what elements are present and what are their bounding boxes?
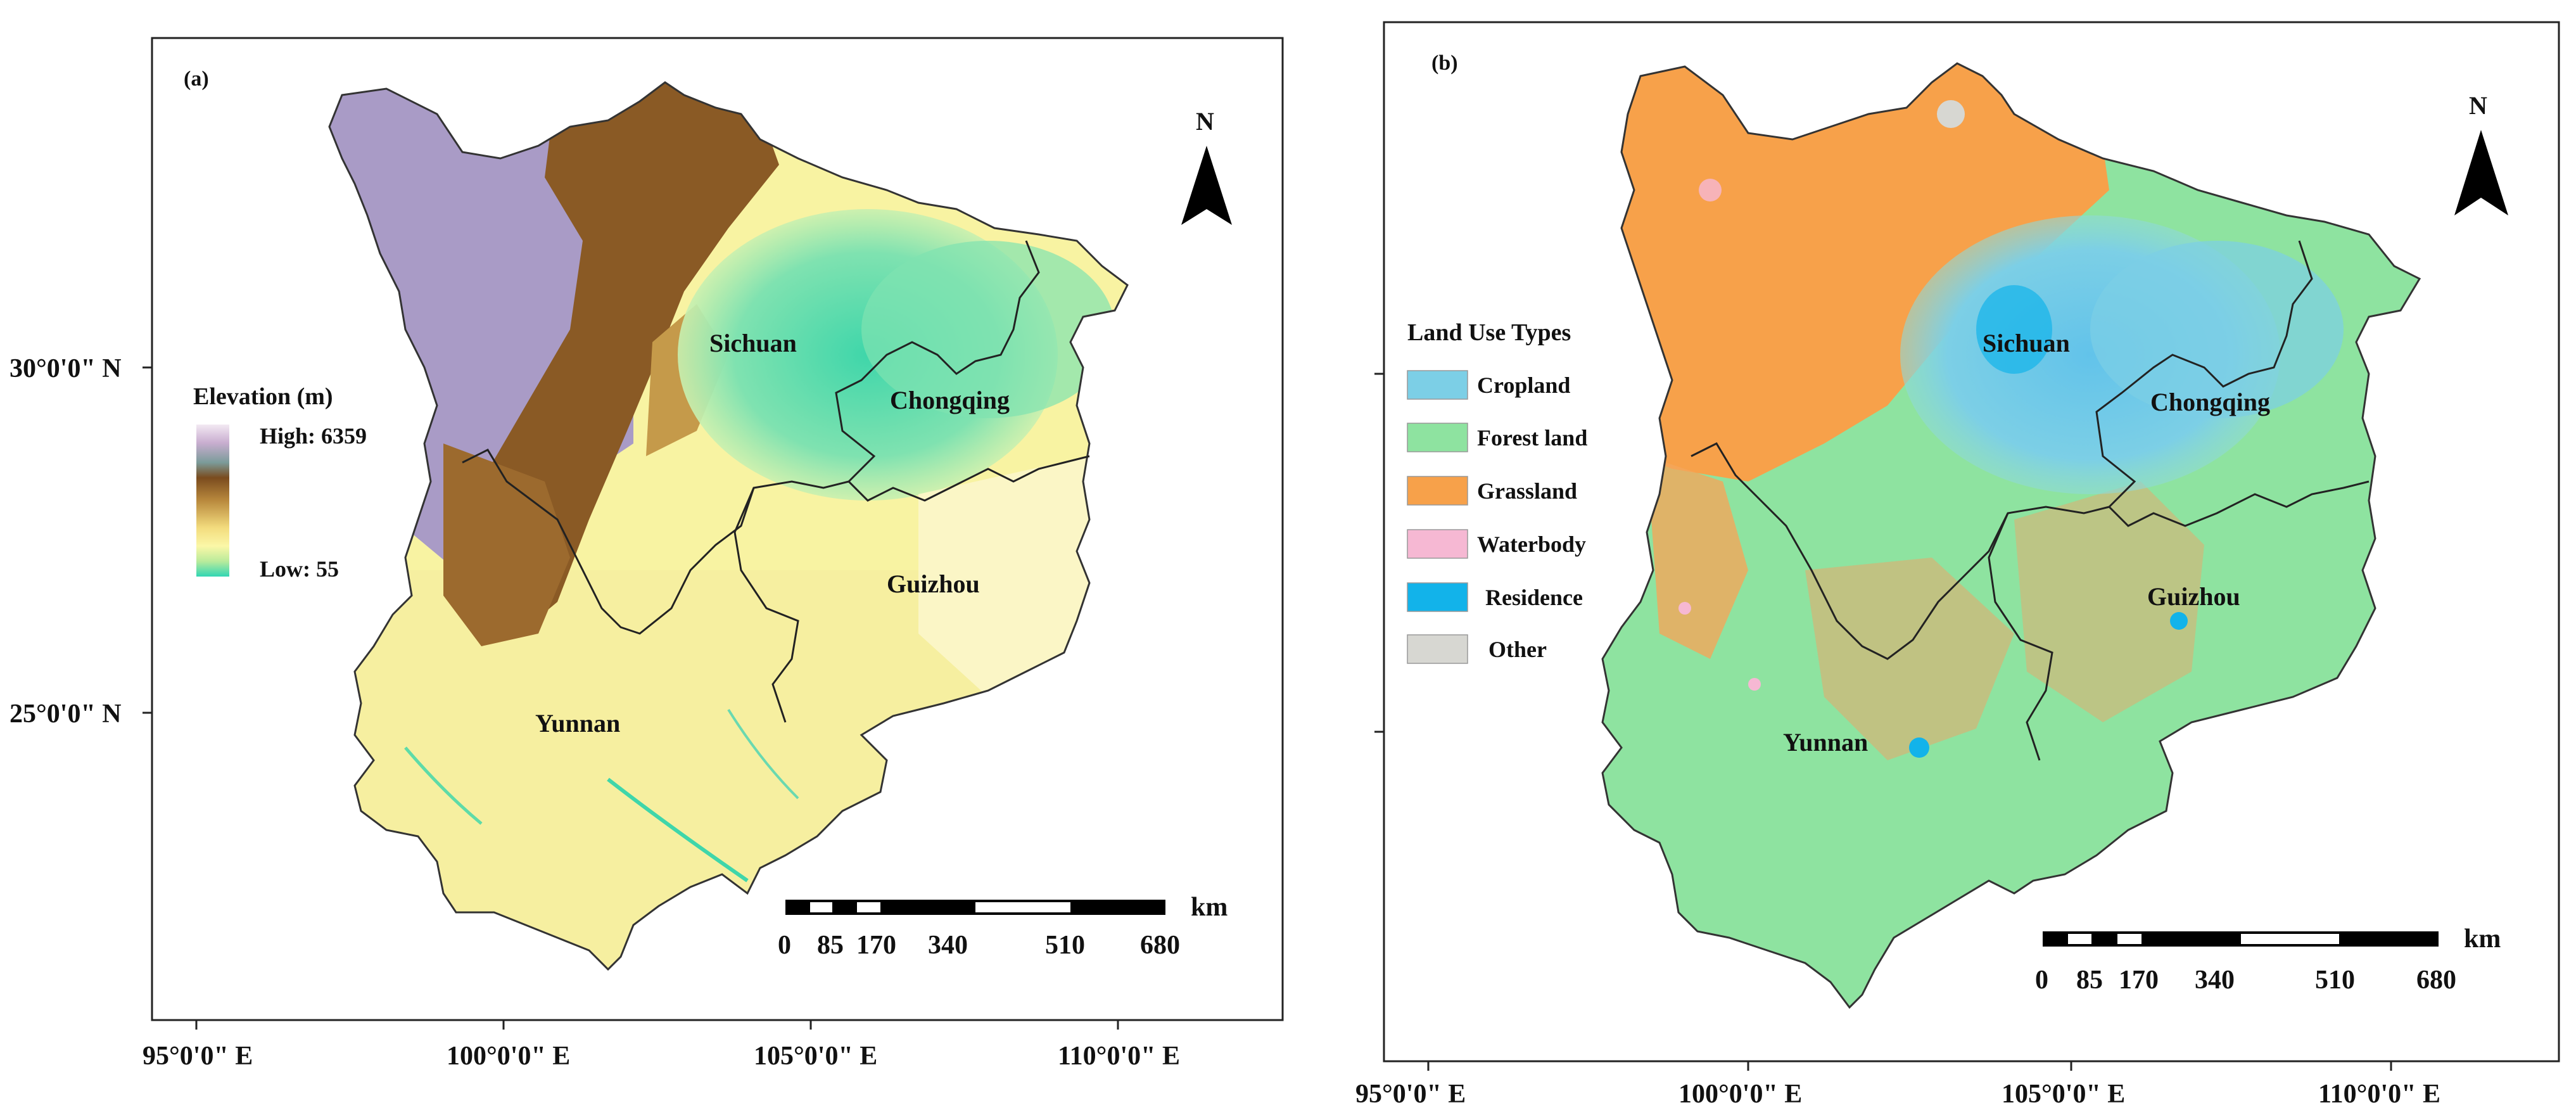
legend-label: Forest land (1477, 425, 1587, 450)
scale-tick: 170 (2119, 966, 2159, 995)
land-use-legend-title: Land Use Types (1407, 319, 1571, 346)
elevation-legend: Elevation (m) High: 6359 Low: 55 (193, 383, 367, 582)
legend-swatch (1407, 634, 1468, 664)
legend-item-grassland: Grassland (1407, 476, 1577, 506)
scale-tick: 85 (817, 931, 844, 960)
elevation-low-label: Low: 55 (260, 556, 339, 582)
lon-tick-label: 105°0'0" E (2002, 1080, 2125, 1109)
panel-a-north-arrow: N (1181, 107, 1232, 225)
panel-b-north-arrow: N (2454, 91, 2508, 215)
legend-swatch (1407, 476, 1468, 506)
panel-a: (a) (10, 37, 1284, 1071)
scale-tick: 680 (1140, 931, 1180, 960)
elevation-color-ramp (196, 424, 229, 577)
legend-item-residence: Residence (1407, 582, 1583, 612)
lon-tick-label: 110°0'0" E (2318, 1080, 2440, 1109)
legend-swatch (1407, 582, 1468, 612)
province-label-yunnan: Yunnan (1783, 728, 1868, 756)
land-use-legend: Land Use Types Cropland Forest land Gras… (1407, 319, 1587, 664)
lat-tick-label: 30°0'0" N (10, 354, 122, 383)
legend-label: Waterbody (1477, 532, 1586, 557)
legend-swatch (1407, 370, 1468, 400)
legend-label: Other (1488, 637, 1547, 662)
scale-tick: 340 (2195, 966, 2235, 995)
panel-a-label: (a) (184, 67, 209, 91)
north-arrow-letter: N (1196, 107, 1214, 136)
province-label-guizhou: Guizhou (2147, 582, 2240, 611)
north-arrow-icon (2454, 130, 2508, 215)
lon-tick-label: 105°0'0" E (754, 1042, 877, 1071)
province-label-chongqing: Chongqing (2150, 388, 2270, 416)
panel-b-scale-bar: 0 85 170 340 510 680 km (2035, 924, 2501, 995)
panel-a-province-borders (462, 240, 1090, 723)
panel-b-label: (b) (1431, 51, 1458, 75)
legend-item-cropland: Cropland (1407, 370, 1570, 400)
lon-tick-label: 95°0'0" E (1355, 1080, 1466, 1109)
lon-tick-label: 100°0'0" E (447, 1042, 570, 1071)
lon-tick-label: 100°0'0" E (1678, 1080, 1802, 1109)
scale-tick: 0 (2035, 966, 2048, 995)
legend-label: Grassland (1477, 478, 1577, 504)
province-label-chongqing: Chongqing (890, 386, 1010, 414)
scale-tick: 510 (2315, 966, 2355, 995)
scale-tick: 680 (2416, 966, 2456, 995)
elevation-legend-title: Elevation (m) (193, 383, 333, 410)
scale-tick: 0 (778, 931, 791, 960)
north-arrow-icon (1181, 146, 1232, 225)
legend-swatch (1407, 529, 1468, 559)
legend-label: Cropland (1477, 373, 1570, 398)
lon-tick-label: 110°0'0" E (1058, 1042, 1180, 1071)
province-label-yunnan: Yunnan (535, 709, 620, 737)
province-label-guizhou: Guizhou (887, 570, 980, 598)
legend-item-waterbody: Waterbody (1407, 529, 1586, 559)
panel-a-scale-bar: 0 85 170 340 510 680 km (778, 893, 1228, 960)
scale-tick: 510 (1045, 931, 1085, 960)
scale-tick: 340 (928, 931, 968, 960)
province-label-sichuan: Sichuan (709, 329, 797, 357)
elevation-high-label: High: 6359 (260, 423, 367, 449)
legend-item-other: Other (1407, 634, 1547, 664)
legend-item-forest-land: Forest land (1407, 423, 1587, 452)
scale-unit: km (1191, 893, 1228, 922)
lat-tick-label: 25°0'0" N (10, 699, 122, 729)
lon-tick-label: 95°0'0" E (143, 1042, 253, 1071)
panel-b: (b) Sichuan Chong (1355, 21, 2560, 1109)
panel-b-province-borders (1691, 240, 2370, 761)
province-label-sichuan: Sichuan (1983, 329, 2070, 357)
scale-unit: km (2464, 924, 2501, 954)
legend-label: Residence (1485, 585, 1583, 610)
scale-tick: 85 (2076, 966, 2103, 995)
legend-swatch (1407, 423, 1468, 452)
scale-tick: 170 (856, 931, 896, 960)
north-arrow-letter: N (2469, 91, 2487, 120)
panel-a-graticule (143, 366, 1119, 1030)
panel-b-graticule (1374, 373, 2392, 1071)
